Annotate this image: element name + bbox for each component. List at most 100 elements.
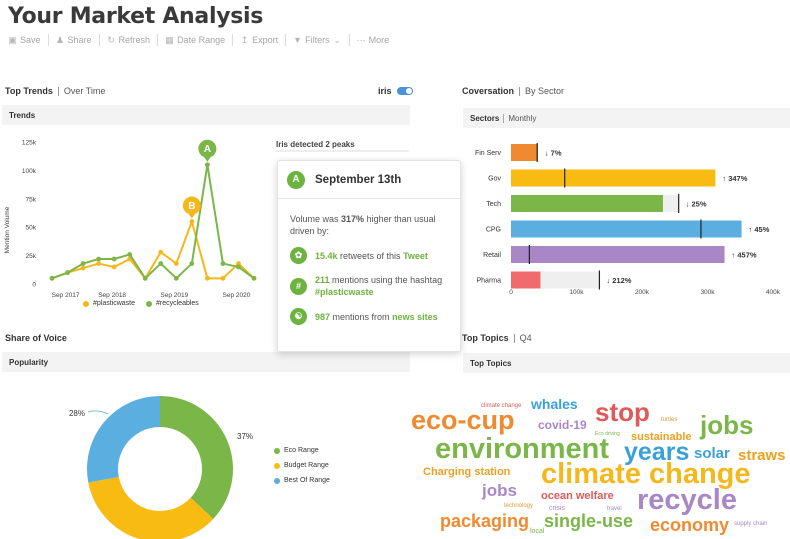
word-cloud-term[interactable]: climate change <box>541 458 751 490</box>
top-topics-header: Top Topics Q4 <box>462 333 532 343</box>
trends-series-line <box>51 220 255 280</box>
word-cloud-term[interactable]: sustainable <box>631 431 692 443</box>
filters-button[interactable]: ▼ Filters ⌄ <box>293 34 350 46</box>
word-cloud-term[interactable]: covid-19 <box>538 418 587 432</box>
word-cloud-term[interactable]: straws <box>738 447 786 464</box>
share-of-voice-title: Share of Voice <box>5 333 67 343</box>
legend-recycleables-label: #recycleables <box>156 300 199 307</box>
date-range-button[interactable]: ▦ Date Range <box>165 34 234 46</box>
word-cloud-term[interactable]: whales <box>531 396 578 412</box>
word-cloud-term[interactable]: jobs <box>482 481 517 500</box>
trends-data-point[interactable] <box>204 275 210 281</box>
word-cloud-term[interactable]: years <box>624 438 690 466</box>
trends-y-axis-label: Mention Volume <box>4 206 11 253</box>
word-cloud-term[interactable]: single-use <box>544 511 634 531</box>
sector-change-label: ↓ 7% <box>545 149 562 158</box>
peak-label: A <box>204 144 211 155</box>
word-cloud-term[interactable]: technology <box>504 503 534 509</box>
word-cloud-term[interactable]: Charging station <box>423 466 511 478</box>
hashtag-link[interactable]: #plasticwaste <box>315 287 374 297</box>
trends-data-point[interactable] <box>96 256 102 262</box>
sector-bar[interactable] <box>511 144 538 161</box>
legend-eco-range-label: Eco Range <box>284 447 319 454</box>
trends-x-tick: Sep 2020 <box>223 292 251 299</box>
trends-y-tick: 125k <box>22 140 37 147</box>
legend-best-of-range-swatch <box>274 477 280 484</box>
tweet-link[interactable]: Tweet <box>403 250 428 261</box>
word-cloud-term[interactable]: stop <box>595 397 650 427</box>
save-button[interactable]: ▣ Save <box>8 34 49 46</box>
word-cloud-term[interactable]: supply chain <box>734 521 768 527</box>
trends-data-point[interactable] <box>49 275 55 281</box>
word-cloud-term[interactable]: climate change <box>481 403 522 409</box>
trends-data-point[interactable] <box>189 219 195 224</box>
legend-recycleables: #recycleables <box>146 300 199 307</box>
legend-budget-range-swatch <box>274 462 280 469</box>
word-cloud-term[interactable]: local <box>530 528 545 535</box>
word-cloud-term[interactable]: environment <box>435 433 610 465</box>
sector-bar[interactable] <box>511 271 541 289</box>
globe-icon: ☯ <box>290 308 307 325</box>
sector-label: Retail <box>483 252 501 259</box>
trends-data-point[interactable] <box>158 249 164 255</box>
trends-data-point[interactable] <box>236 261 241 266</box>
refresh-button[interactable]: ↻ Refresh <box>107 34 159 46</box>
trends-data-point[interactable] <box>142 275 148 281</box>
sector-bar[interactable] <box>511 246 725 263</box>
trends-data-point[interactable] <box>204 162 210 168</box>
sector-bar[interactable] <box>511 220 742 238</box>
trends-data-point[interactable] <box>96 261 102 266</box>
share-of-voice-header: Share of Voice <box>5 333 67 343</box>
trends-data-point[interactable] <box>251 275 257 281</box>
peak-marker-b[interactable]: B <box>182 196 201 219</box>
sectors-x-tick: 0 <box>509 289 513 296</box>
word-cloud-term[interactable]: economy <box>650 515 730 535</box>
news-sites-link[interactable]: news sites <box>392 311 438 322</box>
donut-slice[interactable] <box>160 396 233 519</box>
iris-toggle[interactable] <box>396 87 413 95</box>
sector-change-label: ↓ 212% <box>606 276 631 285</box>
trends-data-point[interactable] <box>127 252 133 257</box>
trends-data-point[interactable] <box>65 270 70 276</box>
share-icon: ♟ <box>55 34 65 45</box>
trends-data-point[interactable] <box>220 275 226 281</box>
export-button[interactable]: ↥ Export <box>240 34 287 46</box>
filter-icon: ▼ <box>293 34 303 45</box>
legend-plasticwaste: #plasticwaste <box>83 300 135 307</box>
trends-data-point[interactable] <box>111 256 117 262</box>
trends-data-point[interactable] <box>80 261 86 266</box>
word-cloud-term[interactable]: Eco driving <box>595 431 620 437</box>
word-cloud-term[interactable]: crisis <box>549 505 565 512</box>
trends-data-point[interactable] <box>173 261 179 266</box>
retweets-text: 15.4k retweets of this Tweet <box>315 250 428 262</box>
word-cloud-term[interactable]: turtles <box>661 417 678 423</box>
more-icon: ⋯ <box>356 34 366 45</box>
word-cloud-term[interactable]: eco-cup <box>411 405 515 435</box>
trends-data-point[interactable] <box>111 264 117 270</box>
trends-data-point[interactable] <box>236 264 241 270</box>
share-button[interactable]: ♟ Share <box>56 34 100 46</box>
popup-volume-text: Volume was 317% higher than usual driven… <box>290 213 448 237</box>
peaks-divider <box>276 150 409 152</box>
trends-data-point[interactable] <box>158 261 164 266</box>
trends-data-point[interactable] <box>173 275 179 281</box>
sector-bar[interactable] <box>511 169 716 187</box>
sectors-panel-header: Sectors Monthly <box>463 108 790 128</box>
word-cloud-term[interactable]: recycle <box>637 484 737 516</box>
donut-slice[interactable] <box>87 396 160 483</box>
word-cloud-term[interactable]: packaging <box>440 511 530 531</box>
trends-data-point[interactable] <box>220 261 226 266</box>
word-cloud-term[interactable]: jobs <box>700 410 754 440</box>
word-cloud-term[interactable]: travel <box>607 506 622 512</box>
mentions-num: 211 <box>315 275 330 285</box>
trends-data-point[interactable] <box>189 261 195 266</box>
word-cloud-term[interactable]: ocean welfare <box>541 490 614 502</box>
more-button[interactable]: ⋯ More <box>357 34 397 46</box>
sectors-x-tick: 100k <box>569 289 584 296</box>
word-cloud-term[interactable]: solar <box>694 445 730 462</box>
peak-marker-a[interactable]: A <box>198 139 217 162</box>
trends-data-point[interactable] <box>80 265 86 271</box>
donut-slice[interactable] <box>88 476 214 539</box>
sector-bar[interactable] <box>511 195 663 212</box>
